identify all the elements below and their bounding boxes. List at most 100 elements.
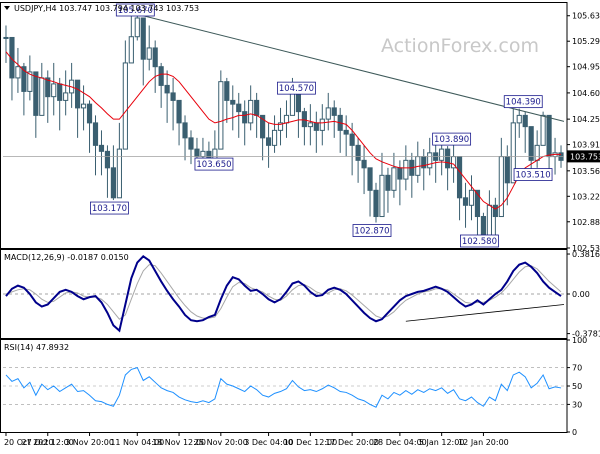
annotation-box: [194, 157, 234, 171]
candle-body: [534, 144, 540, 161]
candle-body: [295, 92, 302, 113]
candle-body: [498, 156, 504, 218]
annotation-box: [352, 224, 392, 237]
candle-body: [98, 144, 105, 152]
macd-support-trendline: [405, 304, 565, 322]
candle-body: [158, 66, 164, 86]
candle-body: [27, 71, 33, 92]
candle-body: [63, 92, 69, 101]
candle-body: [3, 36, 9, 39]
current-price-label: 103.753: [570, 152, 600, 161]
candle-body: [367, 167, 373, 191]
annotation-box: [277, 81, 316, 95]
candle-body: [361, 159, 367, 169]
candle-body: [134, 17, 140, 38]
candle-body: [289, 92, 296, 116]
candle-body: [188, 137, 194, 150]
collapse-arrow-icon: [4, 6, 10, 10]
current-price-badge: [567, 150, 600, 163]
moving-average-line: [5, 51, 562, 210]
macd-line: [5, 254, 562, 333]
rsi-panel-frame: [0, 339, 568, 433]
macd-tick-label: -0.3781: [572, 330, 600, 339]
candle-body: [510, 122, 516, 184]
candle-body: [200, 150, 206, 158]
candle-body: [283, 114, 290, 124]
annotation-label: 102.870: [354, 227, 389, 237]
rsi-panel-header: RSI(14) 47.8932: [4, 343, 69, 352]
macd-panel-header: MACD(12,26,9) -0.0187 0.0150: [4, 253, 129, 262]
candle-body: [182, 122, 188, 139]
candle-body: [307, 122, 313, 128]
candle-body: [397, 167, 403, 180]
candle-body: [492, 204, 498, 218]
candle-body: [39, 77, 45, 116]
candle-body: [313, 122, 319, 131]
candle-body: [355, 144, 361, 161]
candle-body: [224, 81, 230, 101]
annotation-label: 103.170: [92, 204, 127, 214]
candle-body: [391, 167, 397, 191]
price-tick-label: 103.910: [572, 141, 600, 150]
candle-body: [140, 17, 146, 60]
x-tick-label: 28 Dec 04:00: [373, 438, 427, 447]
annotation-label: 102.580: [462, 237, 497, 247]
candle-body: [385, 174, 391, 191]
candle-body: [146, 47, 152, 60]
price-tick-label: 103.560: [572, 167, 600, 176]
watermark: ActionForex.com: [381, 35, 539, 57]
candle-body: [331, 107, 337, 116]
candle-body: [86, 103, 93, 124]
candle-body: [319, 118, 325, 131]
candle-body: [474, 189, 481, 218]
candle-body: [480, 216, 487, 236]
candle-body: [403, 159, 409, 180]
candle-body: [265, 137, 272, 146]
annotation-label: 103.890: [434, 135, 469, 145]
x-tick-label: 17 Dec 20:00: [325, 438, 379, 447]
annotation-box: [503, 95, 543, 109]
candle-body: [9, 36, 15, 79]
candle-body: [301, 111, 307, 128]
annotation-box: [90, 201, 129, 215]
candle-body: [104, 150, 111, 169]
x-tick-label: 5 Jan 12:00: [419, 438, 465, 447]
price-panel-frame: [0, 2, 568, 249]
price-tick-label: 102.880: [572, 218, 600, 227]
candle-body: [504, 156, 510, 184]
x-tick-label: 3 Dec 04:00: [244, 438, 293, 447]
candle-body: [110, 167, 116, 199]
x-tick-label: 18 Nov 12:00: [152, 438, 206, 447]
macd-signal-line: [5, 264, 562, 320]
x-tick-label: 27 Oct 12:00: [22, 438, 74, 447]
x-tick-label: 11 Nov 04:00: [110, 438, 164, 447]
candle-body: [57, 83, 63, 101]
candle-body: [128, 36, 134, 64]
rsi-tick-label: 30: [572, 400, 582, 409]
candle-body: [462, 197, 469, 206]
candle-body: [242, 111, 248, 124]
x-tick-label: 12 Jan 20:00: [458, 438, 509, 447]
annotation-box: [432, 132, 472, 146]
candle-body: [176, 99, 182, 124]
price-tick-label: 103.220: [572, 192, 600, 201]
price-tick-label: 104.250: [572, 115, 600, 124]
annotation-label: 105.670: [118, 6, 153, 16]
candle-body: [427, 152, 433, 169]
macd-tick-label: 0.00: [572, 290, 590, 299]
price-panel-header: USDJPY,H4 103.747 103.794 103.743 103.75…: [14, 4, 199, 13]
candle-body: [254, 99, 260, 116]
candle-body: [373, 189, 379, 218]
candle-body: [236, 103, 242, 113]
rsi-line: [5, 366, 562, 408]
candle-body: [152, 47, 158, 68]
x-tick-label: 10 Dec 12:00: [283, 438, 337, 447]
candle-body: [33, 71, 39, 116]
candle-body: [379, 174, 385, 218]
x-tick-label: 3 Nov 20:00: [65, 438, 114, 447]
x-tick-label: 25 Nov 20:00: [194, 438, 248, 447]
candle-body: [80, 103, 87, 109]
price-tick-label: 104.600: [572, 89, 600, 98]
